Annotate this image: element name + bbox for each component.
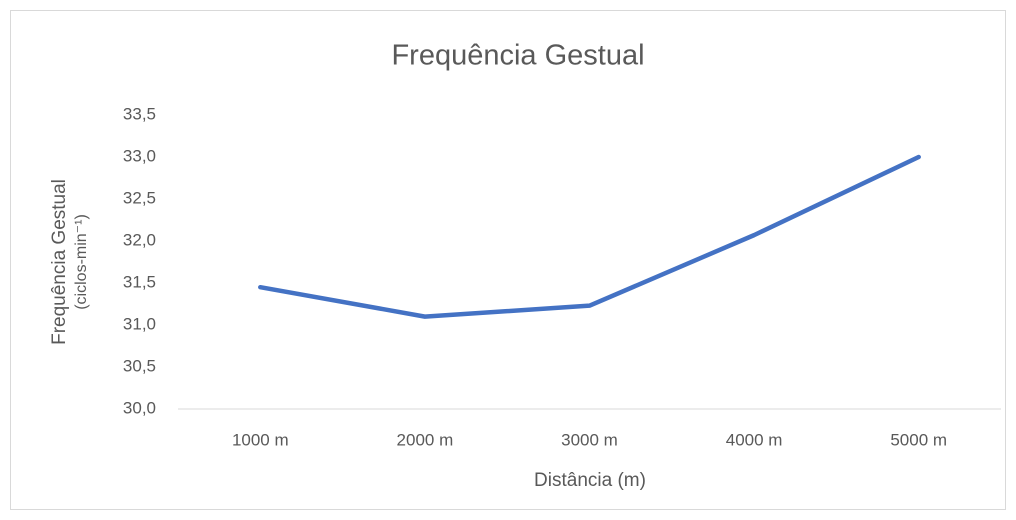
- y-tick-label: 31,5: [123, 272, 156, 291]
- x-tick-label: 2000 m: [397, 430, 454, 449]
- chart-title: Frequência Gestual: [391, 40, 644, 72]
- y-axis-label-line: (ciclos-min⁻¹): [73, 214, 90, 310]
- line-series: [258, 154, 921, 319]
- y-tick-label: 33,0: [123, 146, 156, 165]
- x-tick-label: 4000 m: [726, 430, 783, 449]
- y-tick-label: 33,5: [123, 104, 156, 123]
- y-axis-label-line: Frequência Gestual: [49, 179, 70, 345]
- chart-border: [10, 10, 1006, 510]
- x-axis-label: Distância (m): [534, 470, 646, 491]
- y-tick-label: 30,5: [123, 356, 156, 375]
- y-axis-label: Frequência Gestual (ciclos-min⁻¹): [49, 179, 90, 345]
- x-tick-label: 3000 m: [561, 430, 618, 449]
- x-tick-label: 5000 m: [890, 430, 947, 449]
- y-tick-label: 31,0: [123, 314, 156, 333]
- x-tick-label: 1000 m: [232, 430, 289, 449]
- y-tick-label: 30,0: [123, 398, 156, 417]
- y-tick-label: 32,0: [123, 230, 156, 249]
- y-tick-label: 32,5: [123, 188, 156, 207]
